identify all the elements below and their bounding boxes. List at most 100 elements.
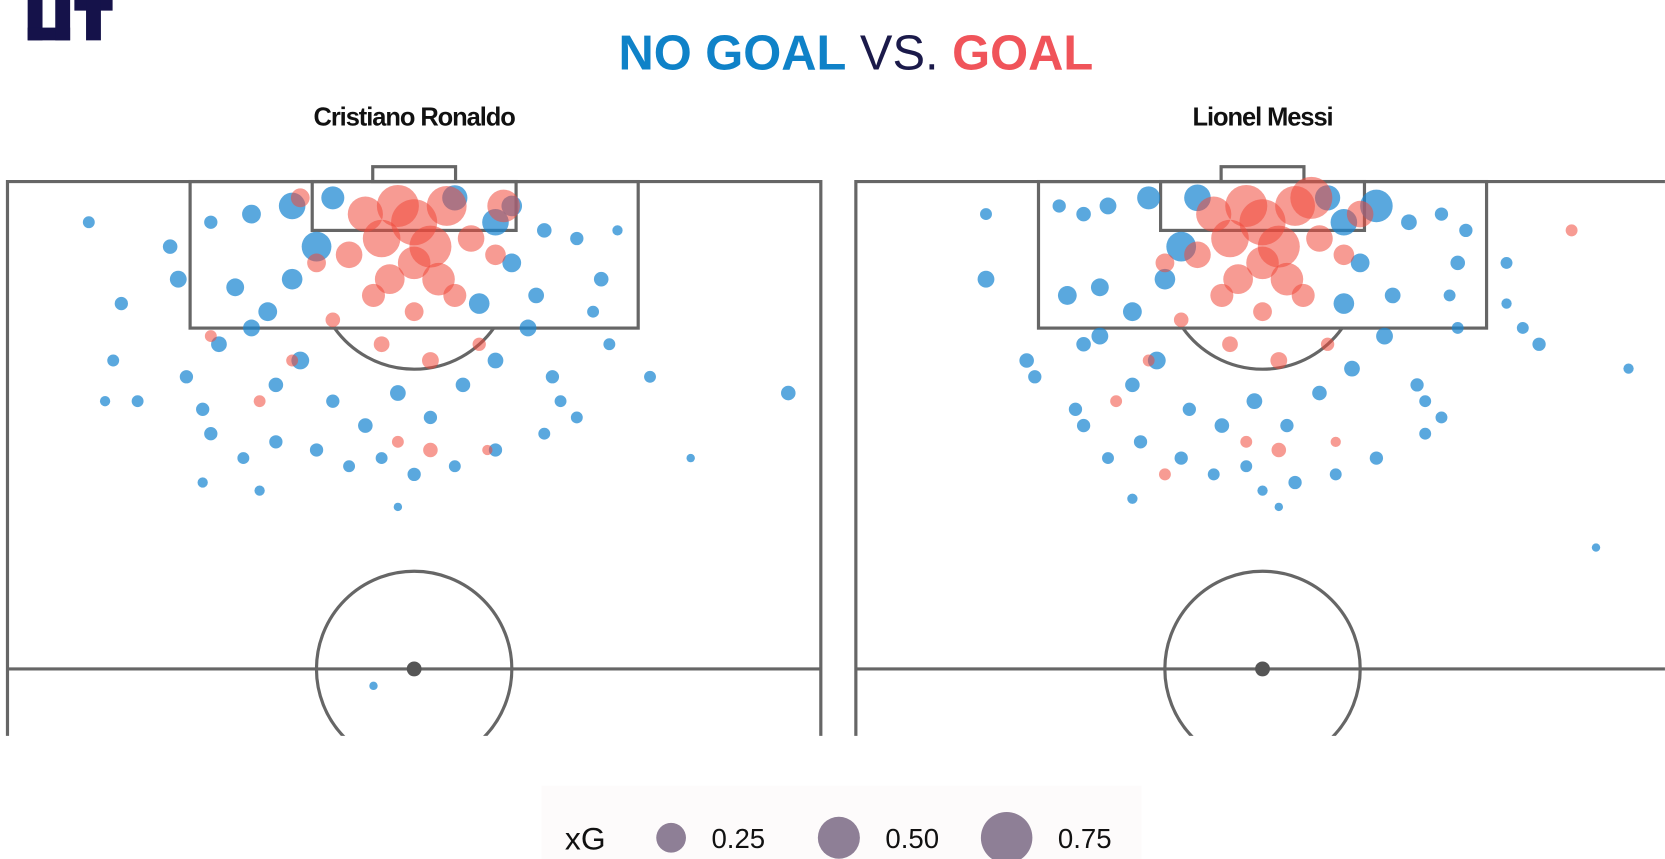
shot xyxy=(1280,418,1294,433)
shot xyxy=(1623,363,1634,374)
shot xyxy=(1253,302,1272,322)
shot xyxy=(1451,322,1464,334)
shot xyxy=(204,215,218,229)
shot xyxy=(1057,286,1077,305)
shot xyxy=(393,502,403,512)
shot xyxy=(570,231,584,246)
shot xyxy=(1591,543,1601,552)
shot xyxy=(1210,283,1234,307)
shot xyxy=(82,216,95,229)
title-vs: VS. xyxy=(860,26,939,80)
shot xyxy=(258,302,278,322)
shot xyxy=(1419,427,1432,440)
centre-circle xyxy=(314,569,514,736)
shot xyxy=(1207,468,1220,481)
shot xyxy=(554,395,567,408)
shot xyxy=(390,385,406,401)
shot xyxy=(1028,370,1042,384)
shot xyxy=(1443,289,1456,302)
shot xyxy=(309,443,324,457)
shot xyxy=(502,253,522,273)
shot xyxy=(603,338,616,351)
shot xyxy=(455,377,471,393)
shot xyxy=(1127,493,1138,504)
shot xyxy=(1125,377,1140,393)
shot xyxy=(114,296,128,311)
shot xyxy=(1450,255,1466,271)
shot xyxy=(369,681,378,691)
shot xyxy=(1173,312,1189,328)
shot xyxy=(253,395,266,408)
shot xyxy=(391,435,404,448)
legend-size-label: 0.25 xyxy=(711,823,765,854)
shot xyxy=(488,443,503,457)
shot xyxy=(1333,293,1355,314)
legend-size-mark xyxy=(656,822,686,853)
shot xyxy=(404,302,424,322)
shot xyxy=(593,271,609,287)
shot xyxy=(1501,298,1512,309)
shot xyxy=(426,186,467,226)
shot xyxy=(1214,418,1230,433)
shot xyxy=(1419,395,1432,408)
shot xyxy=(243,319,260,337)
penalty-arc xyxy=(333,327,496,371)
shot xyxy=(1376,327,1393,345)
shot xyxy=(1240,435,1253,448)
shot xyxy=(1410,378,1424,392)
shot xyxy=(1019,353,1034,368)
shot xyxy=(1369,451,1384,465)
shot xyxy=(301,231,332,262)
shot xyxy=(1133,435,1148,449)
shot xyxy=(423,410,438,425)
shot xyxy=(268,377,284,393)
shot xyxy=(375,452,388,465)
panel-title: Lionel Messi xyxy=(1192,104,1332,132)
legend-size-label: 0.75 xyxy=(1058,823,1112,854)
shot xyxy=(1271,442,1287,458)
shot xyxy=(99,396,111,407)
shot xyxy=(1434,207,1449,221)
shot xyxy=(1500,256,1513,269)
shot xyxy=(1274,502,1284,512)
logo xyxy=(27,0,113,41)
shot xyxy=(254,485,265,496)
legend-title: xG xyxy=(565,820,606,856)
title-no-goal: NO GOAL xyxy=(618,26,846,80)
shot xyxy=(1246,393,1263,410)
shot xyxy=(1240,460,1253,473)
centre-circle xyxy=(1163,569,1362,736)
shot xyxy=(1306,225,1333,252)
shot xyxy=(196,402,210,416)
shot xyxy=(1155,253,1175,273)
shot xyxy=(1291,283,1315,307)
shot xyxy=(374,264,405,295)
shot xyxy=(537,223,552,238)
shot xyxy=(1401,214,1417,231)
shot xyxy=(242,204,261,224)
shot xyxy=(1174,451,1188,465)
shot xyxy=(358,418,373,433)
shot xyxy=(1330,436,1341,447)
shot xyxy=(1288,475,1302,490)
shot xyxy=(1182,402,1196,416)
shot xyxy=(373,336,390,353)
shot xyxy=(1344,360,1360,377)
shot xyxy=(1102,452,1114,465)
shot xyxy=(169,270,187,288)
legend-size-mark xyxy=(817,816,860,859)
shot xyxy=(226,278,245,297)
centre-spot xyxy=(406,661,422,677)
shot xyxy=(1091,327,1109,345)
shot xyxy=(1122,302,1142,322)
shot xyxy=(1090,278,1109,297)
shot xyxy=(487,352,504,369)
shot xyxy=(1270,352,1288,369)
shot xyxy=(269,435,283,449)
shot xyxy=(326,394,340,408)
shot xyxy=(131,395,144,408)
shot xyxy=(1196,196,1232,232)
shot xyxy=(448,460,461,473)
shot xyxy=(1158,468,1171,481)
shot xyxy=(644,370,656,383)
